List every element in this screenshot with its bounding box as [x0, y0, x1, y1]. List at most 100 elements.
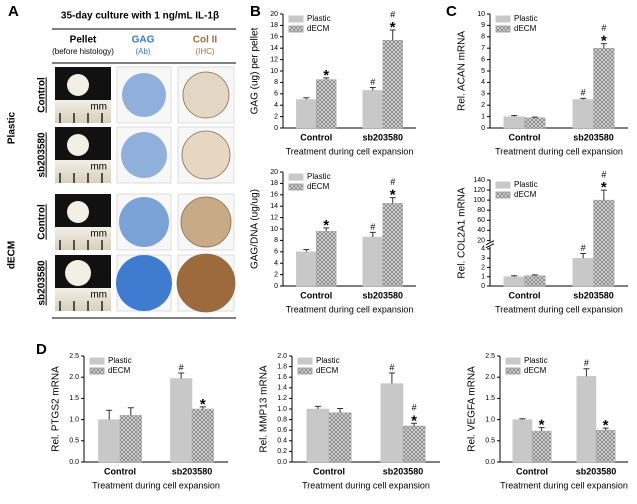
significance-mark: #: [412, 403, 417, 413]
ruler: [55, 288, 111, 311]
y-tick-label: 0.2: [277, 448, 287, 455]
legend-label: dECM: [514, 24, 537, 33]
y-tick-label: 14: [270, 203, 278, 210]
error-bar: [511, 114, 518, 117]
y-tick-label: 0.8: [277, 416, 287, 423]
y-tick-label: 1.5: [69, 395, 79, 402]
significance-mark: *: [601, 179, 607, 196]
y-tick-label: 0.0: [277, 459, 287, 466]
bar: [382, 39, 403, 129]
legend-swatch: [495, 191, 511, 199]
legend-swatch: [89, 357, 105, 365]
y-tick-label: 2: [274, 271, 278, 278]
group-label: Plastic: [7, 111, 18, 144]
y-tick-label: 2: [481, 264, 485, 271]
y-tick-label: 9: [481, 22, 485, 29]
x-tick-label: Control: [516, 466, 548, 476]
image-grid: Control mm sb203580 mm Control mm sb203580 mm: [37, 66, 236, 313]
panel-a-title: 35-day culture with 1 ng/mL IL-1β: [61, 11, 219, 22]
x-tick-label: Control: [509, 132, 541, 142]
significance-mark: *: [323, 217, 329, 234]
pellet: [67, 134, 89, 156]
y-tick-label: 10: [270, 226, 278, 233]
significance-mark: #: [390, 9, 395, 19]
col-stain: [180, 196, 232, 248]
legend-label: dECM: [307, 182, 330, 191]
bar: [170, 378, 193, 463]
error-bar: [388, 372, 395, 384]
x-tick-label: Control: [300, 132, 332, 142]
gag-stain: [122, 73, 166, 117]
pellet: [67, 74, 89, 96]
x-axis-label: Treatment during cell expansion: [495, 146, 623, 156]
y-tick-label: 0: [274, 283, 278, 290]
bar: [98, 419, 121, 463]
error-bar: [303, 97, 310, 100]
bar: [572, 99, 594, 129]
bar: [296, 251, 317, 287]
y-tick-label: 0.4: [277, 438, 287, 445]
scale-unit: mm: [90, 162, 107, 173]
significance-mark: #: [581, 243, 586, 253]
error-bar: [106, 409, 113, 420]
y-tick-label: 2.0: [277, 353, 287, 360]
legend-swatch: [495, 15, 511, 23]
legend-swatch: [288, 183, 304, 191]
y-tick-label: 1.0: [69, 416, 79, 423]
x-axis-label: Treatment during cell expansion: [500, 480, 628, 490]
x-tick-label: sb203580: [362, 132, 403, 142]
bar: [380, 383, 404, 463]
bar: [503, 276, 525, 287]
legend-label: Plastic: [514, 14, 538, 23]
y-tick-label: 6: [274, 249, 278, 256]
axis-break: [486, 241, 628, 247]
bar: [402, 425, 426, 463]
y-tick-label: 1.0: [277, 406, 287, 413]
error-bar: [511, 275, 518, 277]
x-tick-label: sb203580: [573, 132, 614, 142]
y-tick-label: 0.5: [69, 438, 79, 445]
bar: [524, 117, 546, 129]
error-bar: [411, 422, 418, 426]
panel-label: B: [250, 3, 261, 20]
column-header: Col II: [193, 35, 218, 46]
legend-label: dECM: [316, 366, 339, 375]
error-bar: [323, 227, 330, 232]
error-bar: [519, 418, 526, 420]
error-bar: [389, 197, 396, 204]
bar: [316, 79, 337, 129]
significance-mark: *: [603, 417, 609, 434]
bar: [595, 429, 616, 463]
x-tick-label: sb203580: [172, 466, 213, 476]
error-bar: [538, 427, 545, 432]
error-bar: [583, 368, 590, 377]
significance-mark: *: [539, 417, 545, 434]
error-bar: [199, 406, 206, 409]
y-tick-label: 0.5: [485, 438, 495, 445]
bar: [119, 415, 142, 463]
y-tick-label: 12: [270, 56, 278, 63]
bar: [576, 376, 597, 463]
col-stain: [176, 253, 236, 313]
legend-swatch: [297, 357, 313, 365]
row-label: Control: [37, 204, 48, 240]
bar: [572, 257, 594, 287]
x-axis-label: Treatment during cell expansion: [302, 480, 430, 490]
error-bar: [580, 253, 587, 259]
y-tick-label: 8: [481, 34, 485, 41]
y-tick-label: 20: [270, 169, 278, 176]
gag-stain: [119, 197, 169, 247]
bar: [362, 90, 383, 129]
y-tick-label: 2.0: [485, 374, 495, 381]
y-tick-label: 0.0: [485, 459, 495, 466]
legend-label: dECM: [108, 366, 131, 375]
y-tick-label: 0: [481, 125, 485, 132]
pellet: [67, 201, 89, 223]
y-tick-label: 1.5: [485, 395, 495, 402]
bar: [512, 419, 533, 463]
x-tick-label: sb203580: [573, 290, 614, 300]
y-tick-label: 1.0: [485, 416, 495, 423]
bar: [306, 408, 330, 463]
significance-mark: #: [601, 23, 606, 33]
